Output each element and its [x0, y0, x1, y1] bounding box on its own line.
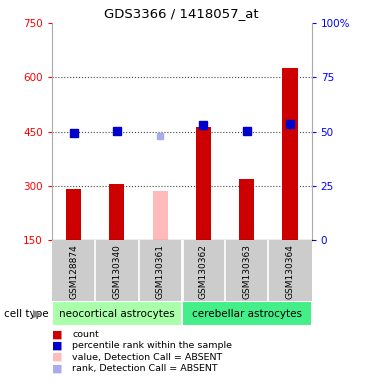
Text: ■: ■	[52, 330, 62, 340]
Text: cerebellar astrocytes: cerebellar astrocytes	[192, 309, 302, 319]
Text: GSM130363: GSM130363	[242, 244, 251, 299]
Bar	[152, 191, 168, 240]
Text: ▶: ▶	[33, 309, 41, 319]
Text: GSM128874: GSM128874	[69, 244, 78, 299]
Bar	[282, 68, 298, 240]
Bar	[66, 189, 81, 240]
Text: neocortical astrocytes: neocortical astrocytes	[59, 309, 175, 319]
Text: ■: ■	[52, 352, 62, 362]
Bar	[109, 184, 124, 240]
Text: ■: ■	[52, 341, 62, 351]
Bar	[196, 127, 211, 240]
Text: GSM130361: GSM130361	[156, 244, 165, 299]
Bar	[52, 301, 182, 326]
Bar	[239, 179, 254, 240]
Text: ■: ■	[52, 363, 62, 373]
Bar	[182, 301, 312, 326]
Text: GSM130340: GSM130340	[112, 244, 121, 299]
Text: rank, Detection Call = ABSENT: rank, Detection Call = ABSENT	[72, 364, 218, 373]
Text: GSM130364: GSM130364	[286, 244, 295, 299]
Text: GSM130362: GSM130362	[199, 244, 208, 299]
Text: cell type: cell type	[4, 309, 48, 319]
Title: GDS3366 / 1418057_at: GDS3366 / 1418057_at	[105, 7, 259, 20]
Text: count: count	[72, 330, 99, 339]
Text: percentile rank within the sample: percentile rank within the sample	[72, 341, 232, 351]
Text: value, Detection Call = ABSENT: value, Detection Call = ABSENT	[72, 353, 223, 362]
